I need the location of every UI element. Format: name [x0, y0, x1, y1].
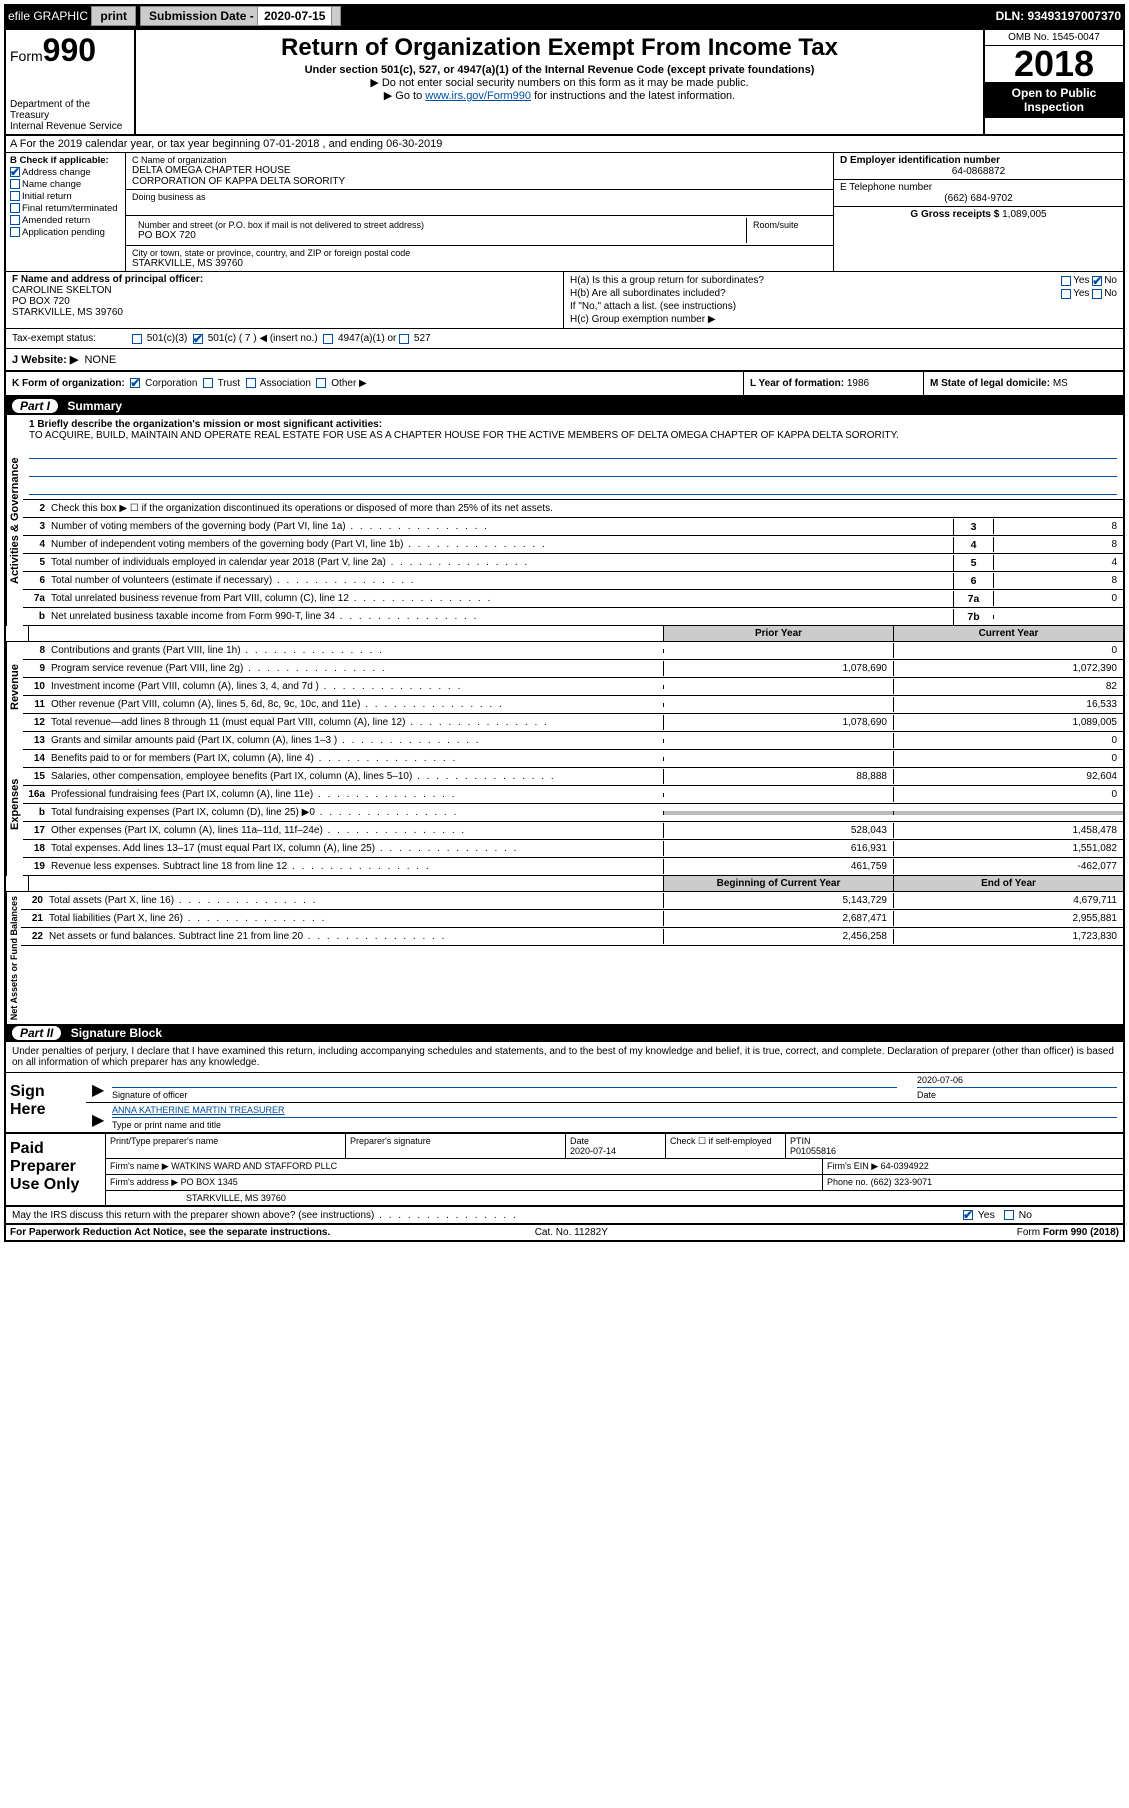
checkbox-assoc[interactable]	[246, 378, 256, 388]
summary-line: 7aTotal unrelated business revenue from …	[23, 590, 1123, 608]
summary-line: 3Number of voting members of the governi…	[23, 518, 1123, 536]
year-header-rev: Prior Year Current Year	[6, 626, 1123, 642]
part1-header: Part I Summary	[6, 397, 1123, 415]
checkbox-corp[interactable]	[130, 378, 140, 388]
summary-line: 12Total revenue—add lines 8 through 11 (…	[23, 714, 1123, 732]
checkbox-discuss-yes[interactable]	[963, 1210, 973, 1220]
checkbox-4947[interactable]	[323, 334, 333, 344]
header-mid: Return of Organization Exempt From Incom…	[136, 30, 983, 134]
summary-line: 6Total number of volunteers (estimate if…	[23, 572, 1123, 590]
checkbox-app-pending[interactable]	[10, 227, 20, 237]
website-row: J Website: ▶ NONE	[6, 349, 1123, 372]
checkbox-initial-return[interactable]	[10, 191, 20, 201]
discuss-row: May the IRS discuss this return with the…	[6, 1207, 1123, 1225]
summary-line: 9Program service revenue (Part VIII, lin…	[23, 660, 1123, 678]
checkbox-hb-no[interactable]	[1092, 289, 1102, 299]
summary-line: 20Total assets (Part X, line 16)5,143,72…	[21, 892, 1123, 910]
summary-line: 18Total expenses. Add lines 13–17 (must …	[23, 840, 1123, 858]
efile-label: efile GRAPHIC	[8, 9, 88, 23]
tax-exempt-row: Tax-exempt status: 501(c)(3) 501(c) ( 7 …	[6, 329, 1123, 349]
section-b: B Check if applicable: Address change Na…	[6, 153, 126, 271]
row-a: A For the 2019 calendar year, or tax yea…	[6, 136, 1123, 153]
summary-line: 16aProfessional fundraising fees (Part I…	[23, 786, 1123, 804]
summary-line: 14Benefits paid to or for members (Part …	[23, 750, 1123, 768]
part2-header: Part II Signature Block	[6, 1024, 1123, 1042]
sign-here-section: Sign Here ▶ Signature of officer 2020-07…	[6, 1073, 1123, 1134]
summary-line: bNet unrelated business taxable income f…	[23, 608, 1123, 626]
section-bcdefg: B Check if applicable: Address change Na…	[6, 153, 1123, 272]
year-header-net: Beginning of Current Year End of Year	[6, 876, 1123, 892]
section-deg: D Employer identification number 64-0868…	[833, 153, 1123, 271]
summary-line: 21Total liabilities (Part X, line 26)2,6…	[21, 910, 1123, 928]
form-header: Form990 Department of the Treasury Inter…	[6, 30, 1123, 136]
checkbox-501c3[interactable]	[132, 334, 142, 344]
summary-line: 8Contributions and grants (Part VIII, li…	[23, 642, 1123, 660]
checkbox-other[interactable]	[316, 378, 326, 388]
summary-line: 4Number of independent voting members of…	[23, 536, 1123, 554]
checkbox-ha-yes[interactable]	[1061, 276, 1071, 286]
print-button[interactable]: print	[91, 6, 136, 26]
top-bar: efile GRAPHIC print Submission Date - 20…	[4, 4, 1125, 28]
checkbox-amended[interactable]	[10, 215, 20, 225]
row-klm: K Form of organization: Corporation Trus…	[6, 372, 1123, 397]
summary-line: 15Salaries, other compensation, employee…	[23, 768, 1123, 786]
summary-line: 5Total number of individuals employed in…	[23, 554, 1123, 572]
footer: For Paperwork Reduction Act Notice, see …	[6, 1225, 1123, 1240]
checkbox-name-change[interactable]	[10, 179, 20, 189]
checkbox-final-return[interactable]	[10, 203, 20, 213]
summary-line: bTotal fundraising expenses (Part IX, co…	[23, 804, 1123, 822]
section-f: F Name and address of principal officer:…	[6, 272, 563, 328]
tax-year: 2018	[985, 46, 1123, 82]
header-right: OMB No. 1545-0047 2018 Open to Public In…	[983, 30, 1123, 134]
summary-line: 17Other expenses (Part IX, column (A), l…	[23, 822, 1123, 840]
section-h: H(a) Is this a group return for subordin…	[563, 272, 1123, 328]
vert-expenses: Expenses	[6, 732, 23, 876]
summary-line: 11Other revenue (Part VIII, column (A), …	[23, 696, 1123, 714]
vert-revenue: Revenue	[6, 642, 23, 732]
summary-line: 10Investment income (Part VIII, column (…	[23, 678, 1123, 696]
summary-line: 22Net assets or fund balances. Subtract …	[21, 928, 1123, 946]
checkbox-trust[interactable]	[203, 378, 213, 388]
section-fh: F Name and address of principal officer:…	[6, 272, 1123, 329]
checkbox-hb-yes[interactable]	[1061, 289, 1071, 299]
summary-line: 19Revenue less expenses. Subtract line 1…	[23, 858, 1123, 876]
signature-declaration: Under penalties of perjury, I declare th…	[6, 1042, 1123, 1073]
summary-line: 13Grants and similar amounts paid (Part …	[23, 732, 1123, 750]
dln: DLN: 93493197007370	[996, 9, 1121, 23]
vert-activities-governance: Activities & Governance	[6, 415, 23, 626]
officer-name-link[interactable]: ANNA KATHERINE MARTIN TREASURER	[112, 1105, 285, 1115]
mission-block: 1 Briefly describe the organization's mi…	[23, 415, 1123, 500]
form-title: Return of Organization Exempt From Incom…	[142, 34, 977, 62]
submission-date-btn: Submission Date - 2020-07-15	[140, 6, 341, 26]
paid-preparer-section: Paid Preparer Use Only Print/Type prepar…	[6, 1134, 1123, 1207]
checkbox-ha-no[interactable]	[1092, 276, 1102, 286]
section-c: C Name of organization DELTA OMEGA CHAPT…	[126, 153, 833, 271]
vert-net-assets: Net Assets or Fund Balances	[6, 892, 21, 1024]
checkbox-501c[interactable]	[193, 334, 203, 344]
open-public: Open to Public Inspection	[985, 82, 1123, 118]
part1-body: Activities & Governance 1 Briefly descri…	[6, 415, 1123, 626]
checkbox-address-change[interactable]	[10, 167, 20, 177]
form-outer: Form990 Department of the Treasury Inter…	[4, 28, 1125, 1242]
checkbox-527[interactable]	[399, 334, 409, 344]
header-left: Form990 Department of the Treasury Inter…	[6, 30, 136, 134]
checkbox-discuss-no[interactable]	[1004, 1210, 1014, 1220]
irs-link[interactable]: www.irs.gov/Form990	[425, 90, 531, 102]
